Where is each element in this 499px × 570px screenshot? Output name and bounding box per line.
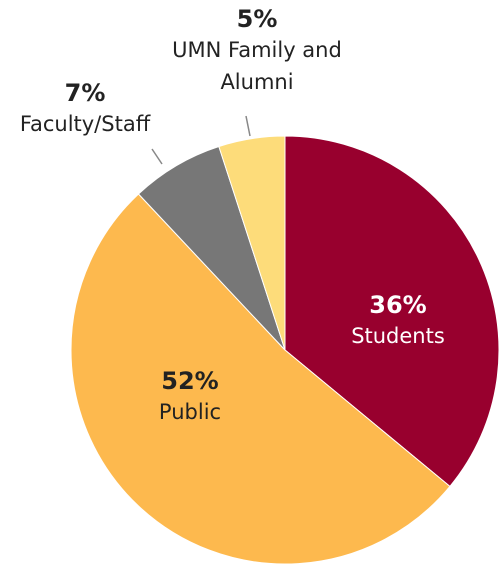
slice-label: 36% Students — [328, 290, 468, 352]
pie-slice — [218, 135, 286, 351]
leader-line — [245, 115, 251, 137]
pie-slice — [284, 135, 499, 488]
pie-slice — [70, 193, 451, 565]
leader-line — [151, 148, 163, 165]
category-label: Students — [351, 324, 445, 348]
category-label: Faculty/Staff — [19, 112, 151, 136]
percent-label: 7% — [64, 79, 106, 107]
category-label: UMN Family and Alumni — [172, 38, 342, 94]
category-label: Public — [158, 400, 222, 424]
percent-label: 52% — [161, 367, 219, 395]
percent-label: 5% — [236, 5, 278, 33]
slice-label: 7% Faculty/Staff — [5, 78, 165, 140]
slice-label: 5% UMN Family and Alumni — [172, 4, 342, 98]
percent-label: 36% — [369, 291, 427, 319]
slice-label: 52% Public — [120, 366, 260, 428]
